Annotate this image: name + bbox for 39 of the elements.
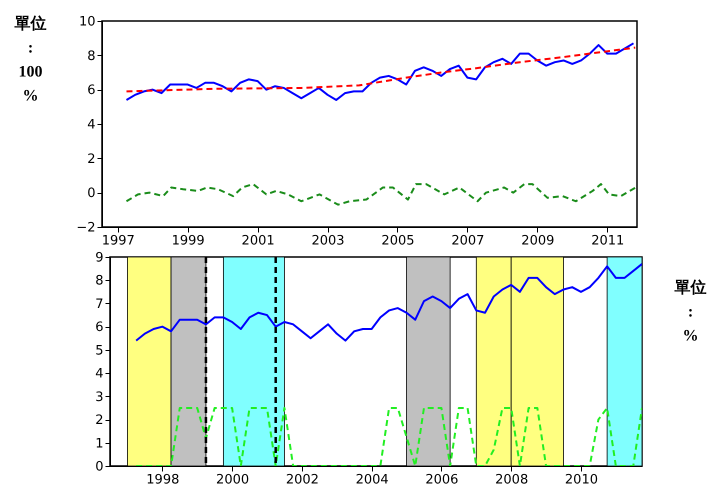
y-tick-label: 10 — [78, 14, 96, 30]
y-tick-label: −2 — [76, 220, 96, 236]
y-tick-label: 0 — [95, 460, 104, 474]
x-tick-label: 2004 — [356, 472, 389, 484]
x-tick-label: 1999 — [172, 234, 205, 248]
y-tick-label: 6 — [95, 320, 104, 336]
x-tick-label: 2011 — [591, 234, 624, 248]
y-tick-label: 4 — [95, 366, 104, 382]
x-tick-label: 1997 — [102, 234, 135, 248]
y-tick-label: 5 — [95, 343, 104, 358]
y-tick-label: 1 — [95, 436, 104, 452]
y-tick-label: 2 — [95, 413, 104, 428]
y-axis-title: 單位 : % — [674, 278, 706, 344]
line-series — [135, 262, 642, 342]
y-axis-title: 單位 : 100 % — [14, 14, 46, 104]
line-series — [135, 406, 642, 466]
x-tick-label: 2003 — [311, 234, 345, 248]
y-tick-label: 2 — [87, 152, 96, 167]
x-tick-label: 2009 — [521, 234, 554, 248]
x-tick-label: 2002 — [286, 472, 319, 484]
line-series — [125, 46, 636, 92]
x-tick-label: 2001 — [242, 234, 275, 248]
x-tick-label: 2007 — [451, 234, 484, 248]
x-tick-label: 1998 — [146, 472, 180, 484]
y-tick-label: 3 — [95, 390, 104, 405]
x-tick-label: 2008 — [495, 472, 528, 484]
x-tick-label: 2000 — [216, 472, 250, 484]
y-tick-label: 9 — [95, 250, 104, 266]
y-tick-label: 7 — [95, 296, 104, 312]
x-tick-label: 2006 — [425, 472, 458, 484]
y-tick-label: 8 — [95, 274, 104, 289]
line-series — [125, 183, 637, 206]
x-tick-label: 2005 — [381, 234, 415, 248]
y-tick-label: 4 — [87, 118, 96, 132]
y-tick-label: 8 — [87, 48, 96, 64]
x-tick-label: 2010 — [564, 472, 598, 484]
y-tick-label: 0 — [87, 186, 96, 202]
y-tick-label: 6 — [87, 83, 96, 98]
line-series — [125, 42, 635, 101]
